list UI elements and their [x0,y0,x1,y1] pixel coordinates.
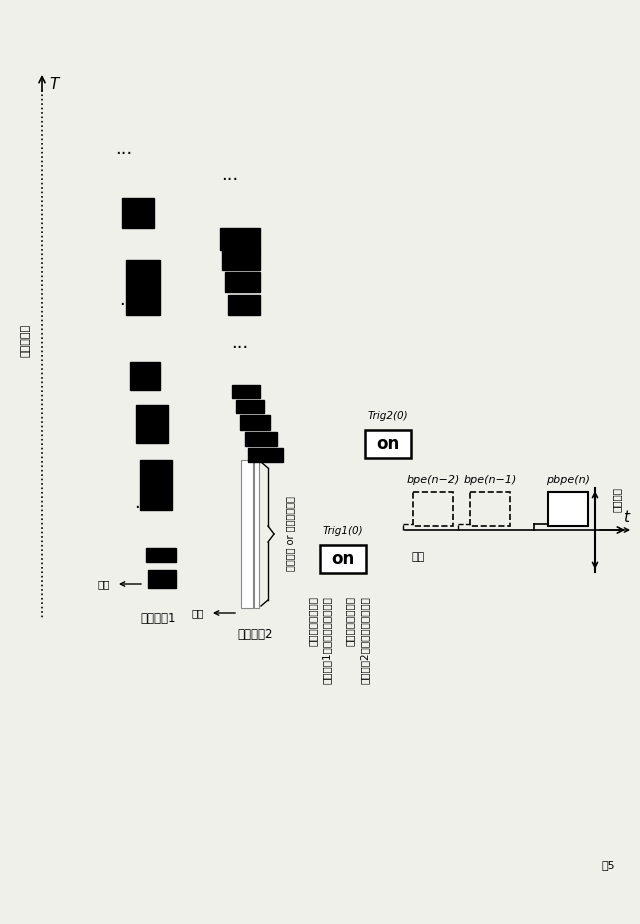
Bar [122,198,154,228]
Text: トラック2: トラック2 [237,628,273,641]
Bar [236,400,264,413]
Text: on: on [376,435,399,453]
Bar [470,492,510,526]
Text: ···: ··· [120,296,136,314]
Text: 図5: 図5 [602,860,615,870]
Bar [126,260,160,315]
Bar [254,460,259,608]
Bar [245,432,277,446]
Bar [413,492,453,526]
Bar [240,415,270,430]
Text: bpe(n−1): bpe(n−1) [463,475,516,485]
Text: Trig2(0): Trig2(0) [368,411,408,421]
Text: Trig1(0): Trig1(0) [323,526,364,536]
Bar [140,460,172,510]
Bar [548,492,588,526]
Text: T: T [49,77,58,92]
Bar [220,228,260,250]
Text: サンプル点: サンプル点 [21,323,31,357]
Text: ···: ··· [134,499,152,517]
Bar [130,362,160,390]
Text: ···: ··· [221,171,239,189]
Bar [148,570,176,588]
Bar [225,272,260,292]
Text: トラック1のトラック制御情報: トラック1のトラック制御情報 [322,596,332,684]
Text: 時刻: 時刻 [412,552,424,562]
Bar [136,405,168,443]
Text: 音程: 音程 [192,608,204,618]
Bar [320,545,366,573]
Text: bpe(n−2): bpe(n−2) [406,475,460,485]
Bar [146,548,176,562]
Text: トリガーポイント: トリガーポイント [308,596,318,646]
Text: on: on [332,550,355,568]
Text: ヌル情報 or ブランク情報: ヌル情報 or ブランク情報 [285,496,295,571]
Bar [232,385,260,398]
Bar [365,430,411,458]
Bar [222,250,260,270]
Text: 音程: 音程 [98,579,110,589]
Bar [241,460,253,608]
Text: ···: ··· [115,145,132,163]
Bar [248,448,283,462]
Text: トラック1: トラック1 [140,612,176,625]
Text: トリガーポイント: トリガーポイント [345,596,355,646]
Bar [228,295,260,315]
Text: 現在時刻: 現在時刻 [612,487,622,512]
Text: ···: ··· [232,339,248,357]
Text: pbpe(n): pbpe(n) [546,475,590,485]
Text: トラック2のトラック制御情報: トラック2のトラック制御情報 [360,596,370,684]
Text: t: t [623,509,629,525]
